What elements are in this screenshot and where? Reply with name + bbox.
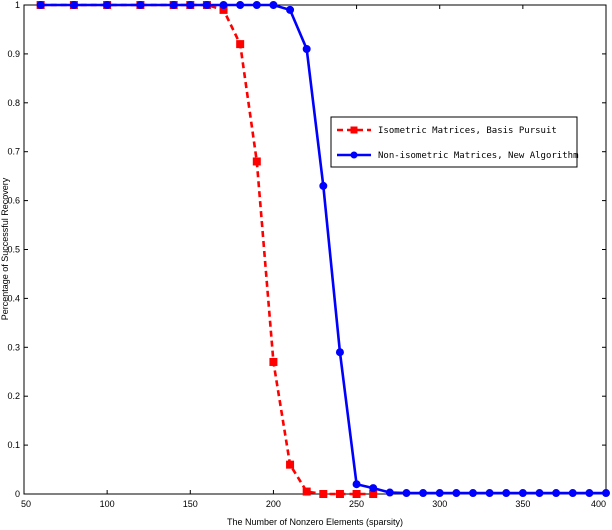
data-point [286,460,295,469]
plot-area [23,4,607,495]
data-point [286,5,295,14]
y-tick-label: 0.3 [7,342,20,352]
data-point [335,348,344,357]
data-point [236,1,245,9]
legend-marker [350,151,358,159]
data-point [552,489,561,498]
y-axis: 0 0.1 0.2 0.3 0.4 0.5 0.6 0.7 0.8 0.9 1 [7,0,606,499]
data-point [136,1,145,9]
data-point [219,1,228,9]
legend-label: Non-isometric Matrices, New Algorithm [378,151,578,161]
y-tick-label: 1 [15,0,20,10]
x-tick-label: 200 [266,499,281,509]
series-layer [36,1,610,498]
data-point [202,1,211,9]
data-point [568,489,577,498]
data-point [535,489,544,498]
data-point [352,480,361,489]
data-point [485,489,494,498]
data-point [269,1,278,9]
data-point [352,490,361,498]
data-point [236,40,245,49]
data-point [252,1,261,9]
y-tick-label: 0.6 [7,196,20,206]
data-point [585,489,594,498]
data-point [302,45,311,54]
legend-box [330,116,578,168]
data-point [452,489,461,498]
data-point [269,357,278,366]
data-point [335,490,344,498]
x-tick-label: 150 [183,499,198,509]
x-tick-label: 100 [100,499,115,509]
data-point [518,489,527,498]
y-tick-label: 0.5 [7,245,20,255]
data-point [369,484,378,493]
legend-marker [350,126,358,134]
y-tick-label: 0.1 [7,440,20,450]
data-point [602,489,610,498]
data-point [252,157,261,166]
data-point [319,490,328,498]
data-point [302,487,311,496]
x-tick-label: 250 [349,499,364,509]
y-tick-label: 0.9 [7,49,20,59]
data-point [468,489,477,498]
x-axis-label: The Number of Nonzero Elements (sparsity… [227,517,403,527]
data-point [402,489,411,498]
legend: Isometric Matrices, Basis Pursuit Non-iso… [330,116,578,168]
y-axis-label: Percentage of Successful Recovery [0,177,10,320]
data-point [186,1,195,9]
y-tick-label: 0.4 [7,293,20,303]
y-tick-label: 0.8 [7,98,20,108]
x-tick-label: 350 [515,499,530,509]
data-point [69,1,78,9]
data-point [103,1,112,9]
y-tick-label: 0.2 [7,391,20,401]
legend-label: Isometric Matrices, Basis Pursuit [378,126,557,136]
data-point [169,1,178,9]
data-point [419,489,428,498]
x-tick-label: 300 [432,499,447,509]
x-tick-label: 400 [591,499,606,509]
x-tick-label: 50 [21,499,31,509]
data-point [385,488,394,497]
y-tick-label: 0.7 [7,147,20,157]
data-point [36,1,45,9]
data-point [319,181,328,190]
y-tick-label: 0 [15,489,20,499]
data-point [502,489,511,498]
data-point [435,489,444,498]
